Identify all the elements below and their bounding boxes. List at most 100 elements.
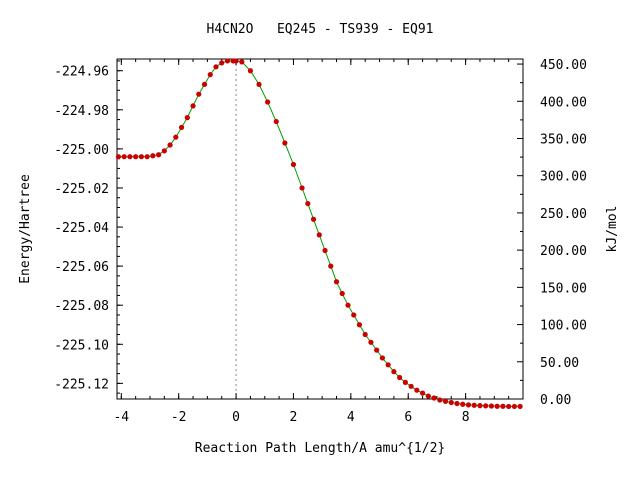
data-point — [121, 154, 127, 160]
data-point — [356, 322, 363, 328]
data-point — [511, 403, 517, 410]
data-point — [233, 58, 239, 64]
data-point — [385, 362, 391, 368]
left-axis-label: Energy/Hartree — [18, 174, 33, 284]
data-point — [362, 331, 368, 338]
data-point — [339, 290, 345, 297]
data-point — [178, 124, 185, 130]
data-point — [431, 395, 437, 401]
data-point — [144, 154, 150, 160]
x-tick-label: 8 — [462, 410, 470, 425]
data-point — [133, 154, 139, 160]
data-point — [150, 153, 156, 159]
x-tick-label: 6 — [404, 410, 412, 425]
data-point — [477, 403, 483, 409]
y-tick-label: -225.10 — [54, 338, 109, 353]
data-point — [173, 134, 179, 140]
data-point — [408, 383, 414, 389]
data-point — [328, 263, 334, 269]
left-axis-ticks: -224.96 -224.98 -225.00 -225.02 -225.04 -225.… — [54, 60, 123, 394]
y2-tick-label: 0.00 — [540, 393, 571, 408]
y2-tick-label: 150.00 — [540, 281, 587, 296]
data-point — [196, 91, 202, 97]
y2-tick-label: 450.00 — [540, 58, 587, 73]
data-point — [115, 154, 122, 160]
x-tick-label: -4 — [113, 410, 129, 425]
data-point — [156, 152, 162, 158]
data-point — [207, 72, 213, 78]
plot-frame — [116, 58, 524, 400]
right-axis-ticks: 0.00 50.00 100.00 150.00 200.00 250.00 300.00 3… — [517, 58, 587, 408]
data-point — [368, 339, 374, 345]
data-point — [345, 302, 351, 308]
y-tick-label: -225.06 — [54, 260, 109, 275]
data-point — [219, 60, 225, 66]
data-point — [448, 399, 454, 406]
y-tick-label: -224.96 — [54, 65, 109, 80]
data-point — [161, 148, 167, 154]
y-tick-label: -225.12 — [54, 377, 109, 392]
data-point — [425, 393, 431, 399]
y2-tick-label: 350.00 — [540, 132, 587, 147]
data-point — [402, 379, 408, 385]
data-point — [500, 403, 506, 409]
data-point — [374, 347, 380, 353]
data-point — [483, 403, 489, 409]
data-point — [471, 402, 477, 408]
x-axis-ticks: -4 -2 0 2 4 6 8 — [113, 59, 524, 425]
data-point — [397, 374, 403, 381]
y-tick-label: -225.00 — [54, 143, 109, 158]
data-point — [316, 232, 322, 238]
data-point — [414, 387, 420, 393]
data-points — [115, 58, 523, 410]
y-tick-label: -225.02 — [54, 182, 109, 197]
data-point — [213, 64, 219, 70]
data-point — [190, 103, 196, 109]
data-point — [184, 115, 190, 121]
data-point — [305, 200, 311, 207]
data-point — [506, 403, 512, 410]
data-point — [442, 398, 449, 404]
data-point — [138, 154, 144, 160]
data-point — [322, 247, 328, 254]
y2-tick-label: 50.00 — [540, 356, 579, 371]
x-tick-label: -2 — [171, 410, 187, 425]
data-point — [310, 216, 317, 222]
data-point — [167, 142, 173, 148]
x-tick-label: 2 — [290, 410, 298, 425]
data-point — [256, 81, 262, 88]
x-axis-label: Reaction Path Length/A amu^{1/2} — [195, 441, 445, 456]
chart-title: H4CN2O EQ245 - TS939 - EQ91 — [207, 22, 434, 37]
data-point — [465, 402, 472, 408]
data-point — [391, 369, 397, 375]
data-point — [290, 161, 297, 168]
y-tick-label: -225.04 — [54, 221, 109, 236]
y2-tick-label: 300.00 — [540, 170, 587, 185]
data-point — [299, 185, 305, 191]
data-point — [379, 355, 386, 361]
data-point — [460, 401, 466, 407]
y2-tick-label: 250.00 — [540, 207, 587, 222]
x-tick-label: 0 — [232, 410, 240, 425]
data-point — [454, 400, 460, 407]
data-point — [488, 403, 495, 409]
data-point — [351, 312, 357, 318]
y2-tick-label: 400.00 — [540, 95, 587, 110]
data-point — [282, 140, 288, 146]
data-point — [437, 397, 443, 403]
data-point — [273, 118, 279, 125]
y-tick-label: -225.08 — [54, 299, 109, 314]
x-tick-label: 4 — [347, 410, 355, 425]
right-axis-label: kJ/mol — [605, 206, 620, 253]
y2-tick-label: 100.00 — [540, 319, 587, 334]
y2-tick-label: 200.00 — [540, 244, 587, 259]
data-point — [127, 154, 133, 160]
data-point — [333, 279, 340, 285]
data-point — [494, 403, 500, 409]
data-point — [201, 81, 208, 88]
data-point — [239, 59, 245, 65]
data-point — [419, 390, 426, 396]
y-tick-label: -224.98 — [54, 104, 109, 119]
data-point — [265, 99, 271, 105]
